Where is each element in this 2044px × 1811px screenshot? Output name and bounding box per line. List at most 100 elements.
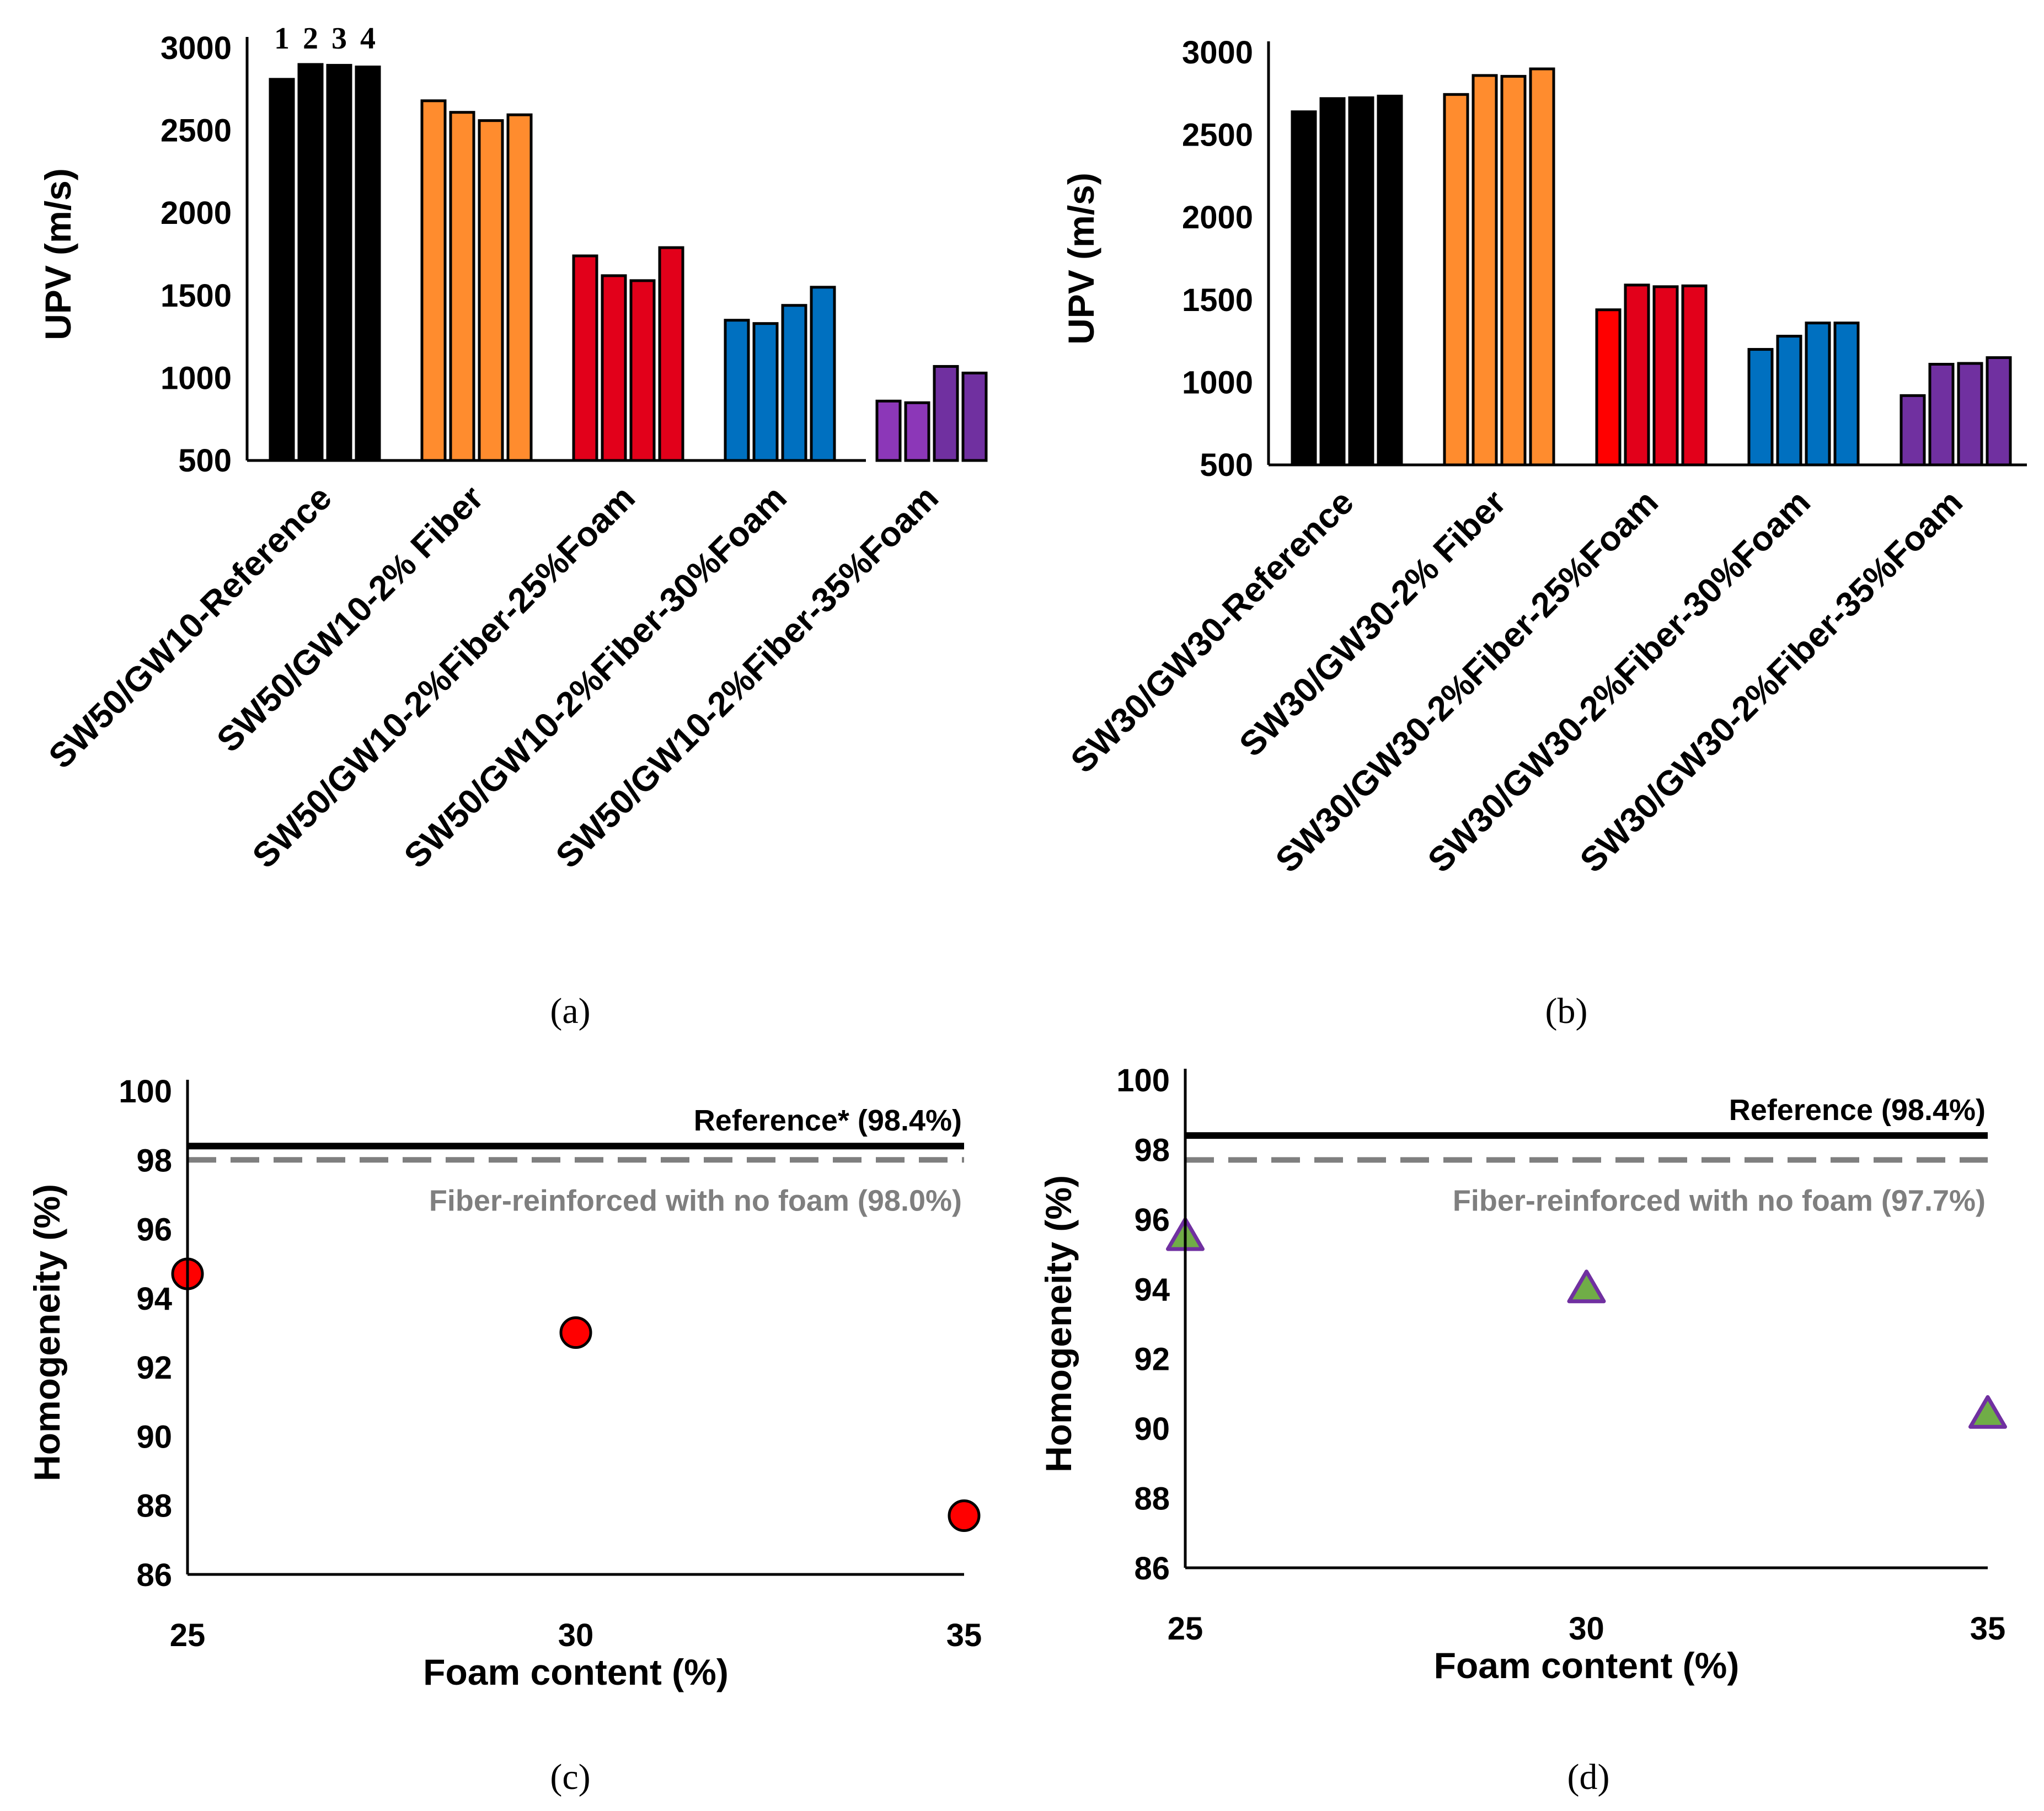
bar: [1899, 394, 1926, 467]
bar: [420, 99, 447, 462]
bar: [1833, 322, 1860, 467]
y-tick-label: 88: [1134, 1481, 1170, 1517]
y-tick-label: 2000: [160, 195, 232, 231]
x-category-label: SW30/GW30-Reference: [1063, 483, 1361, 780]
bar: [752, 322, 779, 462]
bar: [572, 254, 598, 462]
y-tick-label: 2500: [1182, 117, 1253, 153]
bar: [355, 65, 381, 462]
data-point: [1968, 1395, 2007, 1429]
bar: [326, 63, 352, 462]
x-category-label: SW50/GW10-2% Fiber: [210, 478, 491, 759]
bar: [933, 365, 959, 462]
chart-d-homogeneity-sw30: 100 98 96 94 92 90 88 86 25 30 35 Homogeneity (%) Fo…: [1038, 1063, 2007, 1797]
y-axis-title: UPV (m/s): [38, 168, 78, 340]
bar-number-label: 3: [331, 22, 347, 56]
y-tick-label: 1000: [1182, 365, 1253, 400]
bar: [875, 399, 902, 462]
x-tick-label: 30: [1569, 1611, 1604, 1647]
y-axis-title: Homogeneity (%): [1038, 1175, 1079, 1472]
bar: [1681, 284, 1708, 467]
bar: [961, 371, 988, 462]
bar: [1529, 67, 1555, 467]
bar: [1986, 356, 2012, 467]
y-tick-label: 94: [136, 1281, 172, 1317]
bar: [1928, 362, 1955, 467]
x-tick-label: 35: [1970, 1611, 2006, 1647]
bar: [269, 78, 295, 462]
y-tick-label: 90: [136, 1419, 172, 1455]
bar: [1595, 308, 1622, 467]
y-tick-label: 100: [119, 1074, 172, 1110]
bar: [724, 319, 750, 462]
x-tick-label: 25: [1168, 1611, 1203, 1647]
bar: [1652, 285, 1679, 467]
chart-a-upv-sw50-gw10: 3000 2500 2000 1500 1000 500 UPV (m/s) SW50/GW1…: [38, 22, 988, 1031]
bar: [1776, 335, 1802, 467]
reference-line-label: Reference* (98.4%): [694, 1104, 962, 1137]
bar: [904, 401, 930, 462]
bar: [1747, 348, 1774, 467]
bar-number-label: 1: [274, 22, 290, 56]
bar: [629, 279, 656, 462]
bar: [1624, 283, 1650, 467]
bar: [658, 246, 684, 462]
bar: [1500, 74, 1527, 467]
y-axis-title: UPV (m/s): [1061, 173, 1101, 345]
y-tick-label: 92: [1134, 1342, 1170, 1378]
x-tick-label: 30: [558, 1617, 594, 1653]
panel-label: (c): [550, 1757, 590, 1797]
y-tick-label: 86: [136, 1557, 172, 1593]
bar: [478, 119, 504, 462]
x-axis-title: Foam content (%): [1434, 1645, 1740, 1686]
x-tick-label: 35: [946, 1617, 982, 1653]
bar: [1443, 93, 1469, 467]
y-tick-label: 88: [136, 1488, 172, 1524]
y-tick-label: 500: [178, 443, 232, 479]
data-point: [948, 1499, 981, 1533]
y-tick-label: 98: [136, 1143, 172, 1178]
y-tick-label: 96: [136, 1212, 172, 1248]
data-point: [559, 1316, 592, 1349]
y-tick-label: 90: [1134, 1411, 1170, 1447]
bar-number-label: 2: [303, 22, 318, 56]
y-tick-label: 1000: [160, 360, 232, 396]
y-tick-label: 2500: [160, 113, 232, 149]
reference-line-label: Reference (98.4%): [1729, 1094, 1986, 1127]
y-tick-label: 2000: [1182, 200, 1253, 235]
bar: [1472, 74, 1498, 467]
panel-label: (a): [550, 991, 590, 1031]
y-tick-label: 92: [136, 1350, 172, 1386]
fiber-no-foam-line-label: Fiber-reinforced with no foam (97.7%): [1453, 1184, 1986, 1217]
bar: [1957, 362, 1983, 467]
x-category-label: SW50/GW10-Reference: [41, 478, 339, 776]
bar: [601, 274, 627, 462]
x-category-label: SW30/GW30-2% Fiber: [1232, 483, 1513, 764]
bar: [449, 111, 475, 462]
y-tick-label: 3000: [1182, 35, 1253, 71]
bar: [506, 113, 533, 462]
panel-label: (d): [1567, 1757, 1610, 1797]
bar: [1377, 94, 1403, 467]
panel-label: (b): [1545, 991, 1588, 1031]
x-axis-title: Foam content (%): [423, 1652, 729, 1692]
chart-b-upv-sw30-gw30: 3000 2500 2000 1500 1000 500 UPV (m/s) SW30/GW3…: [1061, 35, 2027, 1031]
y-tick-label: 500: [1200, 447, 1253, 483]
bar: [1348, 96, 1374, 467]
y-tick-label: 94: [1134, 1272, 1170, 1308]
chart-c-homogeneity-sw50: 100 98 96 94 92 90 88 86 25 30 35 Homogeneity (%) Fo…: [26, 1074, 982, 1797]
y-tick-label: 100: [1116, 1063, 1170, 1099]
bar: [297, 63, 324, 462]
y-axis-title: Homogeneity (%): [26, 1184, 67, 1481]
bar: [1805, 322, 1831, 467]
bar-number-label: 4: [360, 22, 376, 56]
bar: [810, 286, 836, 462]
y-tick-label: 1500: [160, 278, 232, 314]
data-point: [1567, 1269, 1606, 1304]
y-tick-label: 98: [1134, 1132, 1170, 1168]
y-tick-label: 86: [1134, 1551, 1170, 1587]
x-tick-label: 25: [170, 1617, 206, 1653]
y-tick-label: 3000: [160, 30, 232, 66]
bar: [1291, 110, 1317, 467]
